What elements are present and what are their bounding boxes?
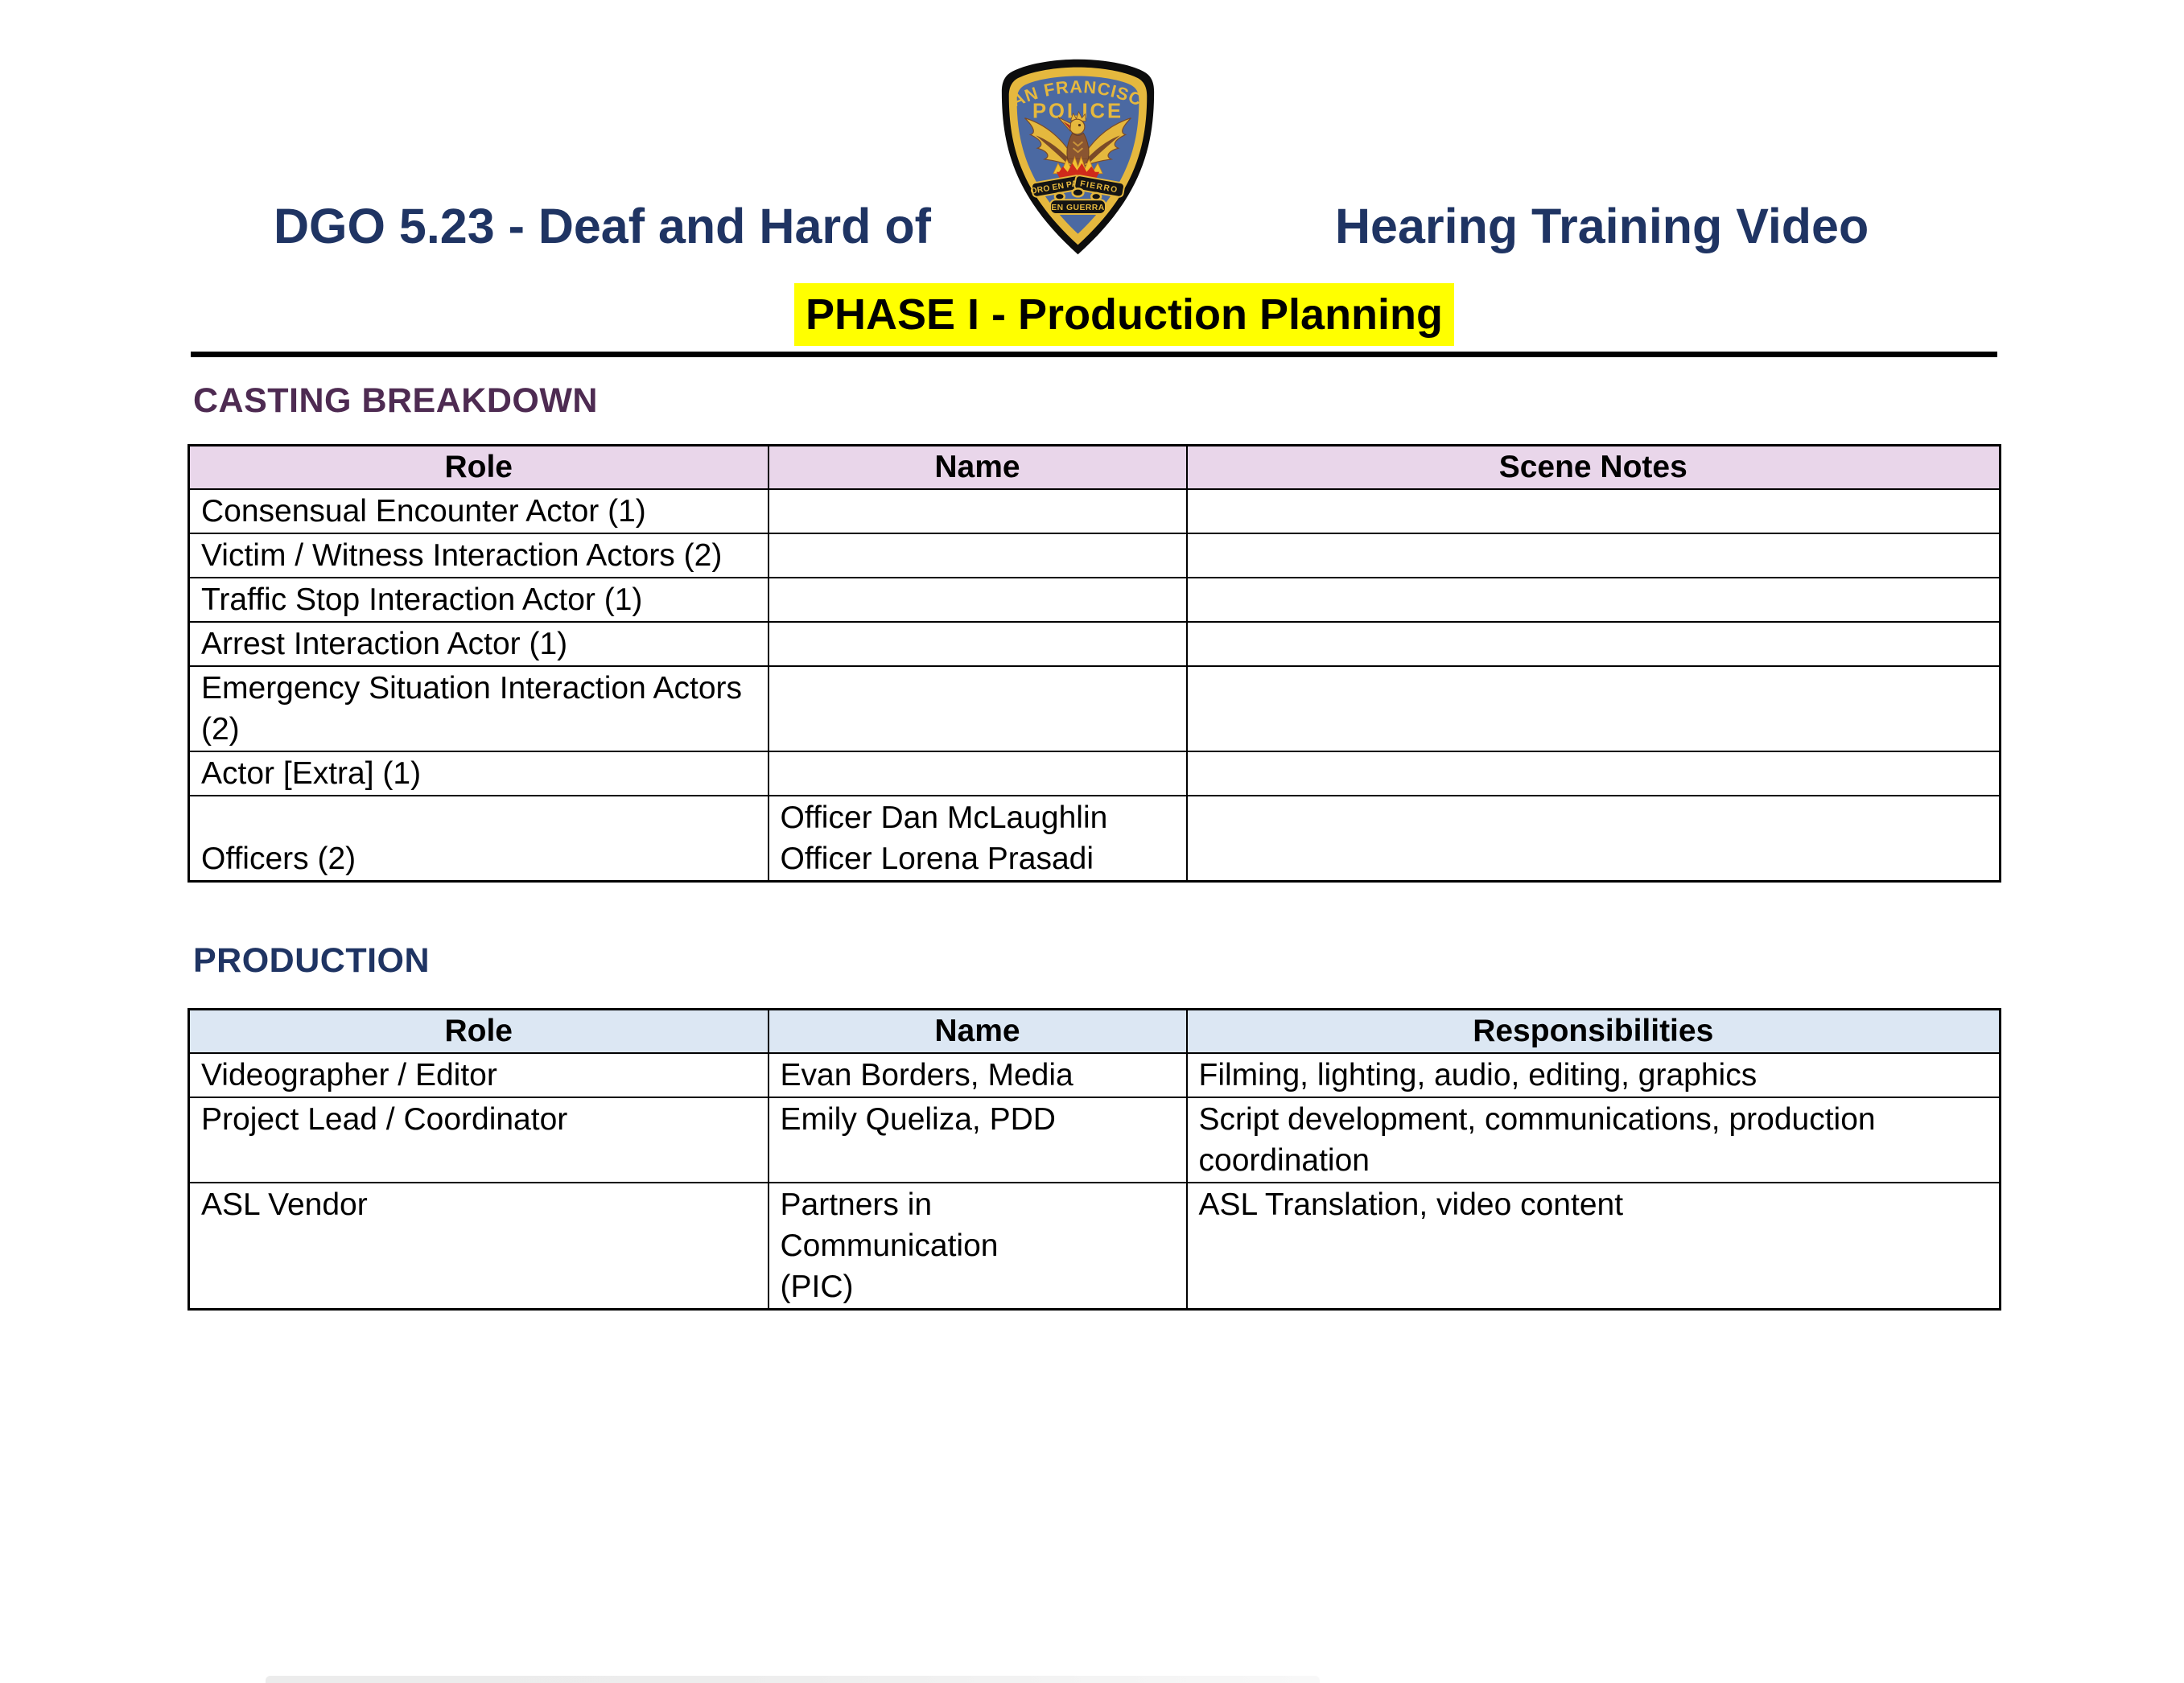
cell-name [767,621,1188,667]
cell-name: Partners in Communication (PIC) [767,1182,1188,1311]
cell-responsibilities: ASL Translation, video content [1185,1182,2001,1311]
cell-scene-notes [1185,488,2001,534]
casting-section-heading: CASTING BREAKDOWN [193,381,598,420]
table-row: Emergency Situation Interaction Actors (… [187,665,2001,752]
name-line: (PIC) [780,1269,854,1304]
header-divider-rule [191,352,1997,357]
column-header-role: Role [187,444,769,490]
cell-role: Consensual Encounter Actor (1) [187,488,769,534]
cell-responsibilities: Script development, communications, prod… [1185,1097,2001,1183]
cell-scene-notes [1185,751,2001,796]
svg-text:EN GUERRA: EN GUERRA [1051,204,1105,212]
cell-role: Videographer / Editor [187,1052,769,1098]
table-row: Arrest Interaction Actor (1) [187,621,2001,667]
table-row: Traffic Stop Interaction Actor (1) [187,577,2001,623]
table-row: Officers (2) Officer Dan McLaughlin Offi… [187,795,2001,883]
casting-table: Role Name Scene Notes Consensual Encount… [187,444,2001,883]
cell-role: Project Lead / Coordinator [187,1097,769,1183]
column-header-responsibilities: Responsibilities [1185,1008,2001,1054]
cell-name [767,533,1188,578]
column-header-scene-notes: Scene Notes [1185,444,2001,490]
column-header-name: Name [767,1008,1188,1054]
name-line: Partners in [780,1187,933,1222]
table-row: ASL Vendor Partners in Communication (PI… [187,1182,2001,1311]
cell-responsibilities: Filming, lighting, audio, editing, graph… [1185,1052,2001,1098]
table-row: Consensual Encounter Actor (1) [187,488,2001,534]
page-title-right: Hearing Training Video [1335,199,1869,253]
cell-name: Emily Queliza, PDD [767,1097,1188,1183]
casting-header-row: Role Name Scene Notes [187,444,2001,490]
cell-role: Arrest Interaction Actor (1) [187,621,769,667]
cell-scene-notes [1185,795,2001,883]
column-header-role: Role [187,1008,769,1054]
name-line: Officer Lorena Prasadi [780,842,1094,876]
cell-role: Actor [Extra] (1) [187,751,769,796]
production-table: Role Name Responsibilities Videographer … [187,1008,2001,1311]
cell-scene-notes [1185,577,2001,623]
table-row: Project Lead / Coordinator Emily Queliza… [187,1097,2001,1183]
badge-ribbons: ORO EN PAZ FIERRO EN GUERRA [1030,175,1125,215]
cell-role: Traffic Stop Interaction Actor (1) [187,577,769,623]
sfpd-badge-icon: SAN FRANCISCO POLICE ORO EN PAZ [995,56,1155,255]
cell-name [767,577,1188,623]
cell-name [767,751,1188,796]
cell-role: Emergency Situation Interaction Actors (… [187,665,769,752]
cell-role: Victim / Witness Interaction Actors (2) [187,533,769,578]
cell-name: Evan Borders, Media [767,1052,1188,1098]
cell-role: Officers (2) [187,795,769,883]
production-header-row: Role Name Responsibilities [187,1008,2001,1054]
name-line: Officer Dan McLaughlin [780,800,1108,835]
table-row: Victim / Witness Interaction Actors (2) [187,533,2001,578]
cell-name [767,488,1188,534]
column-header-name: Name [767,444,1188,490]
cell-role: ASL Vendor [187,1182,769,1311]
table-row: Actor [Extra] (1) [187,751,2001,796]
cell-scene-notes [1185,665,2001,752]
table-row: Videographer / Editor Evan Borders, Medi… [187,1052,2001,1098]
page-title-left: DGO 5.23 - Deaf and Hard of [274,199,931,253]
cell-name [767,665,1188,752]
phase-banner: PHASE I - Production Planning [794,283,1455,346]
production-section-heading: PRODUCTION [193,941,431,980]
cell-scene-notes [1185,621,2001,667]
cell-name: Officer Dan McLaughlin Officer Lorena Pr… [767,795,1188,883]
page-bottom-edge [266,1676,1320,1683]
name-line: Communication [780,1228,999,1263]
cell-scene-notes [1185,533,2001,578]
